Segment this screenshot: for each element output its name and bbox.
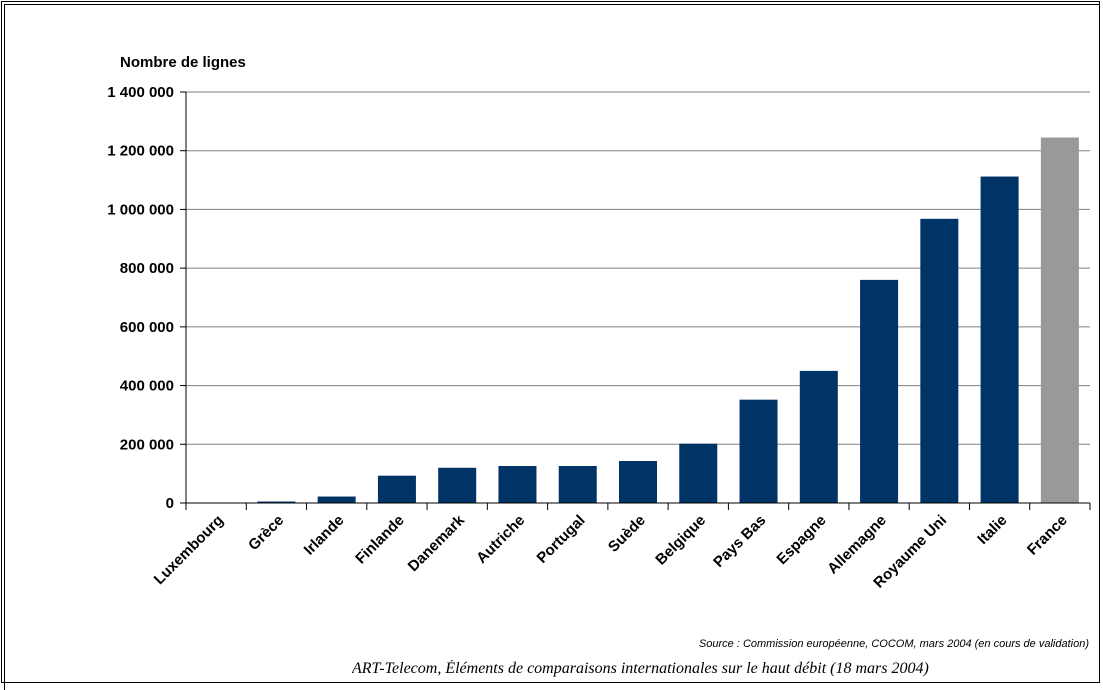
bar — [318, 497, 356, 503]
x-tick-label: Italie — [974, 512, 1010, 548]
x-tick-label: France — [1024, 512, 1071, 559]
bar — [800, 371, 838, 503]
y-tick-labels: 0 200 000 400 000 600 000 800 000 1 000 000 1 … — [107, 84, 174, 512]
x-tick-label: Danemark — [405, 511, 469, 575]
y-tick-label: 1 000 000 — [107, 201, 174, 218]
source-note: Source : Commission européenne, COCOM, m… — [699, 638, 1089, 650]
bar — [860, 280, 898, 503]
bar — [920, 219, 958, 503]
x-tick-label: Pays Bas — [710, 512, 769, 571]
y-tick-label: 0 — [166, 495, 174, 512]
bar — [559, 466, 597, 503]
x-tick-label: Irlande — [301, 512, 348, 559]
x-tick-label: Espagne — [773, 512, 829, 568]
bar — [981, 177, 1019, 503]
y-tick-label: 800 000 — [120, 260, 174, 277]
x-tick-label: Grèce — [245, 512, 287, 554]
bar — [498, 466, 536, 503]
y-axis-title: Nombre de lignes — [120, 54, 246, 71]
bar — [378, 476, 416, 503]
x-tick-label: Belgique — [652, 512, 709, 569]
x-tick-label: Suède — [605, 512, 649, 556]
y-tick-label: 1 400 000 — [107, 84, 174, 101]
x-tick-label: Allemagne — [824, 512, 890, 578]
x-tick-label: Autriche — [473, 512, 528, 567]
y-tick-label: 600 000 — [120, 319, 174, 336]
caption-text: ART-Telecom, Éléments de comparaisons in… — [352, 660, 1102, 678]
bar — [679, 444, 717, 503]
y-tick-label: 200 000 — [120, 436, 174, 453]
y-tick-label: 1 200 000 — [107, 143, 174, 160]
bar — [1041, 138, 1079, 503]
x-tick-label: Finlande — [352, 512, 408, 568]
y-tick-label: 400 000 — [120, 378, 174, 395]
bar — [740, 400, 778, 503]
bars — [257, 138, 1078, 503]
x-tick-label: Luxembourg — [151, 512, 227, 588]
x-tick-label: Portugal — [534, 512, 589, 567]
bar — [619, 461, 657, 503]
bar — [438, 468, 476, 503]
